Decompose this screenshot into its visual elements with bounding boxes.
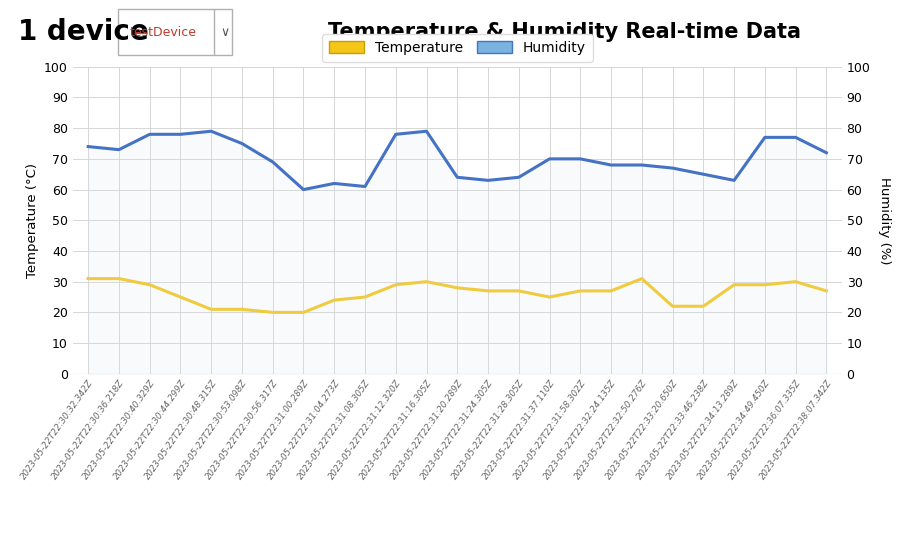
FancyBboxPatch shape (118, 9, 232, 55)
Y-axis label: Humidity (%): Humidity (%) (878, 177, 891, 264)
Text: Temperature & Humidity Real-time Data: Temperature & Humidity Real-time Data (328, 22, 801, 42)
Text: ∨: ∨ (220, 26, 229, 38)
Text: 1 device: 1 device (18, 18, 149, 46)
Y-axis label: Temperature (°C): Temperature (°C) (25, 163, 38, 278)
Legend: Temperature, Humidity: Temperature, Humidity (322, 34, 592, 61)
Text: testDevice: testDevice (129, 26, 197, 38)
